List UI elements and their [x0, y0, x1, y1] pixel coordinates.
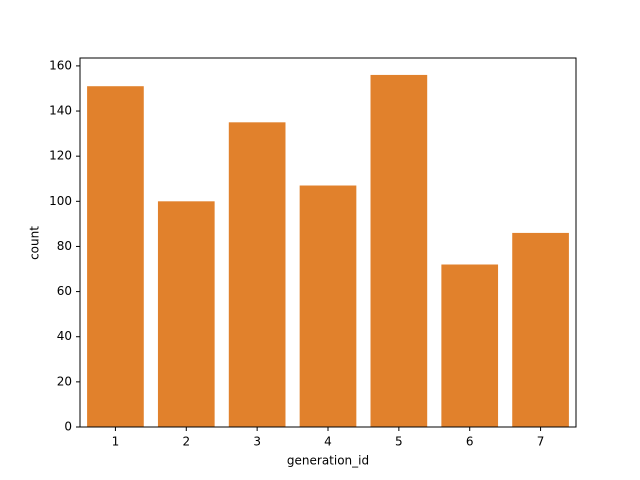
x-tick-label: 7	[537, 435, 545, 449]
y-tick-label: 100	[49, 194, 72, 208]
x-tick-label: 6	[466, 435, 474, 449]
bar	[370, 74, 428, 427]
x-tick-label: 5	[395, 435, 403, 449]
y-tick-label: 20	[57, 374, 72, 388]
bar	[87, 86, 144, 428]
bar	[299, 185, 357, 427]
bar	[512, 232, 569, 427]
y-tick-label: 60	[57, 284, 72, 298]
y-tick-label: 80	[57, 239, 72, 253]
bar	[441, 264, 499, 427]
x-tick-label: 4	[324, 435, 332, 449]
y-tick-label: 40	[57, 329, 72, 343]
x-tick-label: 3	[253, 435, 261, 449]
y-axis-label: count	[28, 226, 42, 260]
bar	[228, 122, 286, 427]
bar	[157, 201, 215, 427]
x-tick-label: 2	[182, 435, 190, 449]
x-axis-label: generation_id	[287, 454, 369, 468]
plot-frame	[79, 57, 577, 428]
y-tick-label: 120	[49, 149, 72, 163]
y-tick-label: 0	[64, 420, 72, 434]
y-tick-label: 160	[49, 58, 72, 72]
x-tick-label: 1	[112, 435, 120, 449]
y-tick-label: 140	[49, 104, 72, 118]
